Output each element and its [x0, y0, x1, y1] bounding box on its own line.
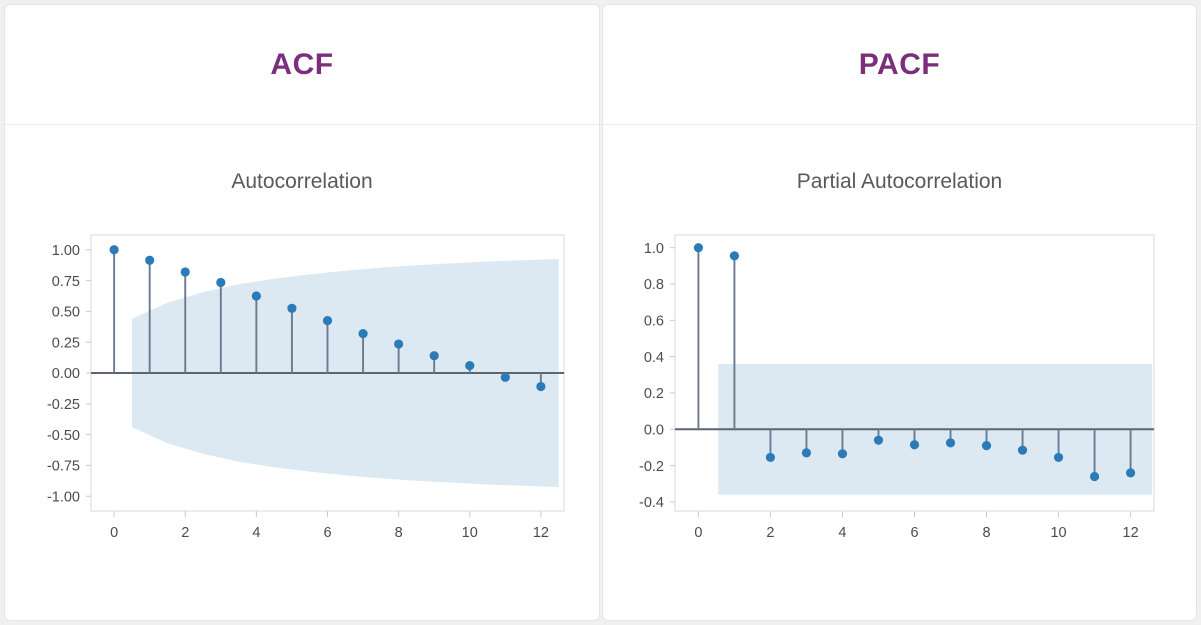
stem-marker — [500, 372, 510, 382]
x-tick-label: 8 — [982, 525, 990, 541]
stem-marker — [358, 328, 368, 339]
x-tick-label: 4 — [838, 525, 846, 541]
x-tick-label: 6 — [910, 525, 918, 541]
x-tick-label: 6 — [323, 525, 331, 541]
stem-marker — [536, 381, 546, 392]
y-tick-label: 1.0 — [644, 241, 664, 257]
y-tick-label: -1.00 — [47, 489, 80, 505]
y-tick-label: 0.4 — [644, 350, 664, 366]
stem-marker — [109, 245, 119, 255]
stem-marker — [693, 243, 704, 253]
stem-marker — [465, 361, 475, 371]
stem-marker — [909, 440, 920, 450]
y-tick-label: -0.4 — [639, 495, 664, 511]
x-tick-label: 8 — [395, 525, 403, 541]
pacf-chart-title: Partial Autocorrelation — [796, 170, 1003, 193]
acf-chart: 1.00 0.75 0.50 0.25 0.00 -0.25 -0.50 -0.75 -1.00… — [23, 221, 583, 551]
stem-marker — [216, 277, 226, 288]
stem-marker — [801, 448, 812, 458]
x-tick-label: 10 — [1050, 525, 1066, 541]
x-tick-label: 12 — [1123, 525, 1139, 541]
stem-marker — [1125, 468, 1136, 478]
x-tick-label: 0 — [110, 525, 118, 541]
y-tick-label: 0.50 — [52, 305, 80, 321]
stem-marker — [945, 438, 956, 448]
x-tick-label: 12 — [533, 525, 549, 541]
x-tick-label: 10 — [462, 525, 478, 541]
stem-marker — [145, 255, 155, 265]
stem-marker — [1053, 452, 1064, 463]
x-tick-label: 4 — [252, 525, 260, 541]
y-tick-label: 1.00 — [52, 243, 80, 259]
x-tick-label: 0 — [694, 525, 702, 541]
stem-marker — [429, 351, 439, 361]
y-tick-label: 0.6 — [644, 314, 664, 330]
y-tick-label: -0.2 — [639, 459, 664, 475]
stem-marker — [1017, 445, 1028, 455]
x-tick-label: 2 — [766, 525, 774, 541]
acf-panel-card: ACF Autocorrelation 1.00 0.75 0.50 0.25 0.00… — [4, 4, 600, 621]
y-tick-label: -0.75 — [47, 459, 80, 475]
y-tick-label: -0.50 — [47, 428, 80, 444]
stem-marker — [765, 452, 776, 463]
acf-card-header: ACF — [5, 5, 599, 125]
stem-marker — [251, 291, 261, 301]
stem-marker — [981, 441, 992, 451]
stem-marker — [1089, 471, 1100, 482]
pacf-chart: 1.0 0.8 0.6 0.4 0.2 0.0 -0.2 -0.4 0 2 4 6 8 10 12 — [615, 221, 1181, 551]
pacf-header-title: PACF — [858, 47, 941, 81]
pacf-panel-card: PACF Partial Autocorrelation 1.0 0.8 0.6 0.… — [602, 4, 1197, 621]
stem-marker — [873, 435, 884, 445]
stem-marker — [394, 339, 404, 349]
stem-marker — [837, 449, 848, 459]
y-tick-label: 0.75 — [52, 274, 80, 290]
y-tick-label: 0.2 — [644, 386, 664, 402]
y-tick-label: -0.25 — [47, 397, 80, 413]
pacf-card-body: Partial Autocorrelation 1.0 0.8 0.6 0.4 0.2 0… — [603, 125, 1196, 620]
y-tick-label: 0.0 — [644, 422, 664, 438]
y-tick-label: 0.8 — [644, 277, 664, 293]
y-tick-label: 0.25 — [52, 335, 80, 351]
acf-card-body: Autocorrelation 1.00 0.75 0.50 0.25 0.00 -0.2… — [5, 125, 599, 620]
pacf-card-header: PACF — [603, 5, 1196, 125]
acf-chart-title: Autocorrelation — [231, 170, 373, 193]
stem-marker — [287, 303, 297, 313]
stem-marker — [729, 251, 740, 261]
x-tick-label: 2 — [181, 525, 189, 541]
y-tick-label: 0.00 — [52, 366, 80, 382]
stem-marker — [322, 316, 333, 326]
acf-header-title: ACF — [270, 47, 334, 81]
stem-marker — [180, 267, 190, 277]
